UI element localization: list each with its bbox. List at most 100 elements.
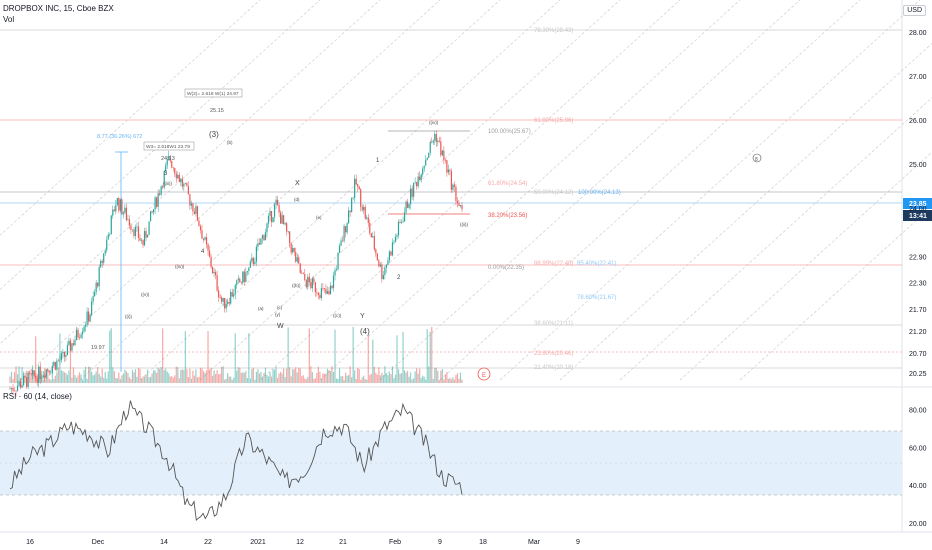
candle-body (408, 204, 410, 208)
candle-body (66, 345, 69, 356)
price-scale: 28.00 27.00 26.00 25.00 24.00 22.90 22.30 21.70… (909, 30, 927, 378)
volume-bar (266, 374, 268, 383)
candle-body (363, 206, 365, 211)
volume-bar (163, 370, 165, 383)
volume-bar (165, 368, 167, 383)
volume-bar (422, 375, 424, 383)
volume-bar (230, 376, 232, 383)
channel-line (0, 0, 261, 236)
volume-bar (118, 372, 120, 383)
candle-body (413, 182, 415, 197)
candle-body (175, 173, 177, 179)
candle-body (437, 140, 439, 143)
candle-body (360, 189, 362, 207)
volume-bar (180, 370, 182, 383)
volume-bar (174, 375, 176, 383)
candle-body (239, 278, 241, 283)
candle-body (159, 193, 161, 195)
wave-4-big: (4) (360, 327, 370, 336)
candle-body (396, 235, 398, 237)
volume-bar (178, 378, 180, 383)
volume-bar (355, 378, 357, 383)
volume-bar (72, 367, 75, 383)
volume-bar (293, 369, 295, 383)
volume-bar (450, 379, 453, 383)
volume-bar (399, 373, 401, 383)
channel-line (679, 151, 932, 381)
candle-body (344, 226, 347, 233)
volume-label[interactable]: Vol (3, 15, 15, 24)
candle-body (295, 251, 297, 262)
candle-body (400, 222, 403, 223)
fib-lines (0, 29, 902, 369)
volume-bar (216, 370, 218, 383)
wave-b: (b) (227, 140, 233, 145)
candle-body (16, 385, 19, 391)
volume-bar (416, 368, 418, 383)
volume-bar (89, 367, 91, 383)
symbol-title[interactable]: DROPBOX INC, 15, Cboe BZX (3, 4, 114, 13)
volume-bar (66, 374, 69, 383)
volume-bar (136, 376, 138, 383)
volume-bar (289, 367, 291, 383)
candle-body (15, 390, 17, 392)
volume-bar (81, 379, 84, 383)
volume-bar (33, 374, 35, 383)
volume-bar (214, 374, 217, 383)
volume-bar (437, 370, 439, 383)
candle-body (198, 220, 200, 227)
candle-body (406, 201, 409, 208)
volume-bar (276, 377, 279, 383)
candle-body (72, 343, 75, 346)
candle-body (237, 278, 239, 281)
candle-body (139, 237, 141, 241)
wave-bii: ((b)) (292, 283, 301, 288)
candle-body (326, 291, 329, 294)
volume-bar (372, 339, 374, 383)
volume-bar (298, 367, 300, 383)
volume-bar (396, 335, 398, 383)
candle-body (236, 280, 238, 286)
candle-body (275, 199, 277, 205)
candle-body (261, 235, 264, 239)
volume-bar (269, 371, 271, 383)
candle-body (394, 236, 397, 242)
candle-body (405, 201, 407, 213)
volume-bar (314, 378, 316, 383)
volume-bar (75, 377, 78, 383)
time-tick: Mar (528, 539, 541, 546)
measure-tool (115, 151, 128, 372)
candle-body (121, 199, 123, 215)
candle-body (216, 274, 218, 291)
volume-bar (290, 376, 292, 383)
rsi-label[interactable]: RSI · 60 (14, close) (3, 392, 72, 401)
volume-bar (252, 367, 254, 383)
volume-bar (222, 366, 224, 383)
volume-bar (151, 373, 153, 383)
currency-button[interactable]: USD (903, 5, 926, 16)
fib-label-618-upper: 61.80%(25.96) (534, 118, 573, 124)
candle-body (192, 203, 194, 212)
volume-bar (124, 369, 126, 383)
candle-body (361, 206, 363, 211)
candle-body (143, 231, 146, 246)
volume-bar (363, 375, 365, 383)
candle-body (269, 210, 271, 217)
volume-bar (134, 369, 137, 383)
candle-body (127, 219, 129, 221)
candle-body (230, 291, 232, 304)
volume-bar (335, 378, 338, 383)
volume-bar (166, 371, 168, 383)
candle-body (354, 178, 356, 198)
candle-body (325, 288, 327, 294)
candle-body (177, 174, 179, 179)
candle-body (156, 197, 158, 207)
price-candles (9, 130, 463, 396)
volume-bar (379, 375, 381, 383)
candle-body (122, 212, 124, 215)
volume-bar (370, 373, 372, 383)
candle-body (449, 169, 451, 172)
volume-bar (352, 326, 354, 383)
candle-body (446, 160, 448, 173)
